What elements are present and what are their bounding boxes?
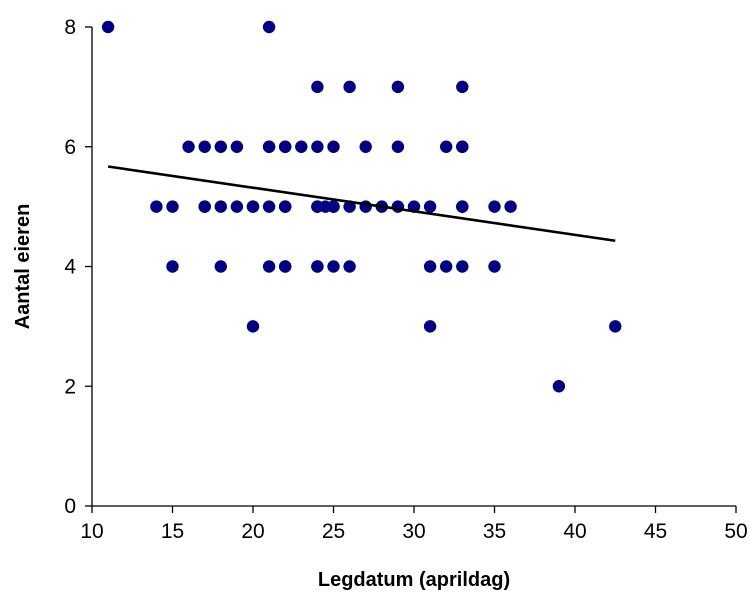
data-point bbox=[456, 80, 469, 94]
data-point bbox=[198, 140, 211, 153]
axes bbox=[91, 27, 736, 507]
data-point bbox=[150, 200, 163, 213]
x-tick-label: 15 bbox=[161, 520, 184, 543]
data-point bbox=[440, 260, 453, 273]
data-point bbox=[327, 260, 340, 273]
data-point bbox=[230, 200, 244, 213]
data-point bbox=[230, 140, 244, 153]
data-point bbox=[262, 140, 276, 153]
data-point bbox=[504, 200, 517, 213]
data-point bbox=[166, 200, 179, 213]
data-point bbox=[295, 140, 308, 153]
x-tick-label: 25 bbox=[322, 520, 345, 543]
x-tick-label: 10 bbox=[80, 520, 103, 543]
x-tick-label: 50 bbox=[724, 520, 747, 543]
trendline-group bbox=[107, 165, 616, 243]
data-point bbox=[423, 200, 437, 213]
x-tick-label: 30 bbox=[402, 520, 425, 543]
data-point bbox=[246, 320, 260, 333]
data-point bbox=[166, 260, 179, 273]
data-point bbox=[552, 380, 566, 393]
data-point bbox=[391, 80, 405, 94]
y-tick-label: 6 bbox=[64, 136, 76, 159]
data-point bbox=[456, 200, 469, 213]
data-point bbox=[488, 200, 501, 213]
data-point bbox=[343, 260, 356, 273]
data-point bbox=[279, 200, 292, 213]
data-point bbox=[423, 320, 437, 333]
y-tick-label: 0 bbox=[64, 495, 76, 518]
data-point bbox=[262, 200, 276, 213]
data-point bbox=[391, 140, 405, 153]
data-point bbox=[279, 260, 292, 273]
x-tick-label: 45 bbox=[644, 520, 667, 543]
data-point bbox=[456, 140, 469, 153]
data-point bbox=[311, 260, 324, 273]
data-point bbox=[214, 200, 227, 213]
data-point bbox=[440, 140, 453, 153]
axis-ticks: 10 15 20 25 30 35 40 45 50 0 2 4 6 8 bbox=[64, 16, 747, 543]
data-point bbox=[198, 200, 211, 213]
data-point bbox=[262, 260, 276, 273]
x-tick-label: 40 bbox=[563, 520, 586, 543]
data-point bbox=[359, 140, 372, 153]
data-point bbox=[182, 140, 195, 153]
data-point bbox=[609, 320, 622, 333]
data-point bbox=[343, 80, 356, 94]
data-point bbox=[423, 260, 437, 273]
data-point bbox=[456, 260, 469, 273]
data-point bbox=[311, 140, 324, 153]
data-point bbox=[279, 140, 292, 153]
data-point bbox=[246, 200, 260, 213]
data-points bbox=[101, 20, 622, 393]
x-tick-label: 35 bbox=[483, 520, 506, 543]
data-point bbox=[214, 260, 227, 273]
trendline bbox=[107, 165, 616, 243]
x-tick-label: 20 bbox=[241, 520, 264, 543]
y-axis-title: Aantal eieren bbox=[12, 204, 34, 330]
y-tick-label: 2 bbox=[64, 375, 76, 398]
data-point bbox=[488, 260, 501, 273]
data-point bbox=[311, 80, 324, 94]
x-axis-title: Legdatum (aprildag) bbox=[318, 569, 510, 591]
data-point bbox=[214, 140, 227, 153]
data-point bbox=[327, 200, 340, 213]
y-tick-label: 8 bbox=[64, 16, 76, 39]
data-point bbox=[327, 140, 340, 153]
data-point bbox=[262, 20, 276, 34]
data-point bbox=[391, 200, 405, 213]
y-tick-label: 4 bbox=[64, 256, 76, 279]
data-point bbox=[101, 20, 115, 34]
